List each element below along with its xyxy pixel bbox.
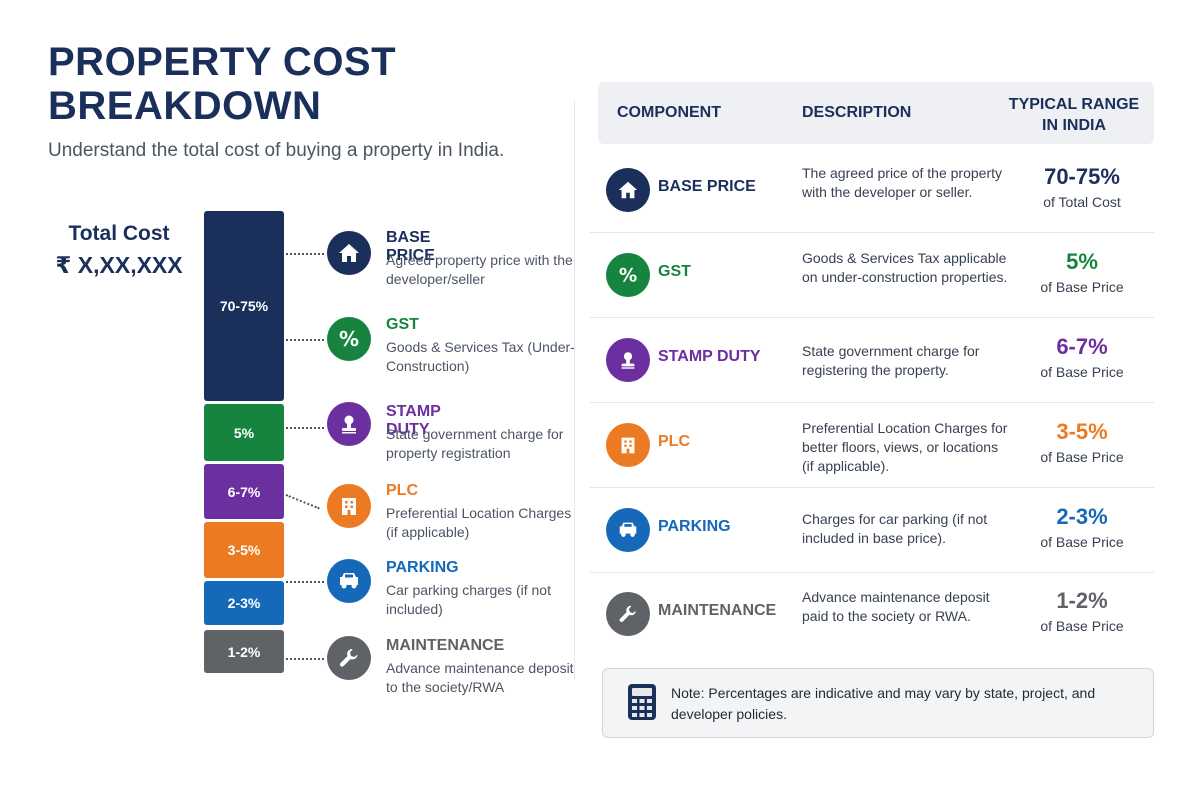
total-cost-label: Total Cost bbox=[68, 222, 170, 245]
car-icon bbox=[340, 573, 358, 589]
building-icon bbox=[621, 437, 635, 454]
legend-title-plc: PLC bbox=[386, 482, 418, 499]
row-range: 6-7% bbox=[1056, 334, 1108, 359]
row-desc: Advance maintenance deposit paid to the … bbox=[802, 589, 990, 624]
stack-segment-maintenance: 1-2% bbox=[204, 630, 284, 673]
legend-icon-parking bbox=[327, 559, 371, 603]
stack-segment-gst: 5% bbox=[204, 404, 284, 461]
legend-icon-stamp-duty bbox=[327, 402, 371, 446]
row-name: GST bbox=[658, 263, 691, 280]
stack-segment-base-price: 70-75% bbox=[204, 211, 284, 401]
row-desc: Goods & Services Tax applicable on under… bbox=[802, 250, 1008, 285]
row-name: BASE PRICE bbox=[658, 178, 756, 195]
legend-desc-maintenance: Advance maintenance deposit to the socie… bbox=[386, 660, 574, 695]
leader-line bbox=[286, 339, 324, 341]
page-subtitle: Understand the total cost of buying a pr… bbox=[48, 140, 505, 161]
row-desc: Preferential Location Charges for better… bbox=[802, 420, 1008, 474]
row-icon-stamp-duty bbox=[606, 338, 650, 382]
stack-segment-plc: 3-5% bbox=[204, 522, 284, 578]
row-desc: The agreed price of the property with th… bbox=[802, 165, 1003, 200]
column-divider bbox=[574, 100, 575, 680]
row-range-basis: of Base Price bbox=[1040, 279, 1124, 295]
legend-desc-base-price: Agreed property price with the developer… bbox=[386, 252, 573, 287]
legend-desc-gst: Goods & Services Tax (Under-Construction… bbox=[386, 339, 575, 374]
row-range-basis: of Base Price bbox=[1040, 618, 1124, 634]
row-range-basis: of Base Price bbox=[1040, 534, 1124, 550]
row-name: STAMP DUTY bbox=[658, 348, 761, 365]
header-component: COMPONENT bbox=[617, 104, 721, 121]
row-icon-parking bbox=[606, 508, 650, 552]
row-range: 70-75% bbox=[1044, 164, 1120, 189]
row-icon-maintenance bbox=[606, 592, 650, 636]
stack-segment-parking: 2-3% bbox=[204, 581, 284, 625]
legend-title-parking: PARKING bbox=[386, 559, 459, 576]
leader-line bbox=[286, 253, 324, 255]
table-row: PARKING Charges for car parking (if not … bbox=[590, 488, 1154, 573]
header-range: TYPICAL RANGE IN INDIA bbox=[1008, 96, 1140, 134]
table-row: BASE PRICE The agreed price of the prope… bbox=[590, 148, 1154, 233]
home-icon bbox=[618, 181, 638, 199]
leader-line bbox=[286, 658, 324, 660]
row-icon-base-price bbox=[606, 168, 650, 212]
row-range-basis: of Base Price bbox=[1040, 449, 1124, 465]
svg-text:%: % bbox=[339, 327, 359, 351]
row-name: PLC bbox=[658, 433, 690, 450]
percent-icon: % bbox=[619, 265, 637, 286]
row-name: MAINTENANCE bbox=[658, 602, 777, 619]
home-icon bbox=[339, 244, 359, 262]
legend-icon-plc bbox=[327, 484, 371, 528]
legend-title-maintenance: MAINTENANCE bbox=[386, 637, 505, 654]
legend-title-stamp-duty: STAMP DUTY bbox=[386, 403, 441, 438]
legend-title-base-price: BASE PRICE bbox=[386, 229, 435, 264]
percent-icon: % bbox=[339, 327, 359, 351]
leader-line bbox=[286, 427, 324, 429]
wrench-icon bbox=[339, 649, 358, 667]
stamp-icon bbox=[342, 415, 356, 434]
legend-desc-parking: Car parking charges (if not included) bbox=[386, 582, 551, 617]
stack-segment-stamp-duty: 6-7% bbox=[204, 464, 284, 519]
table-row: % GST Goods & Services Tax applicable on… bbox=[590, 233, 1154, 318]
table-row: PLC Preferential Location Charges for be… bbox=[590, 403, 1154, 488]
row-name: PARKING bbox=[658, 518, 731, 535]
legend-desc-stamp-duty: State government charge for property reg… bbox=[386, 426, 564, 461]
legend-icon-maintenance bbox=[327, 636, 371, 680]
row-desc: State government charge for registering … bbox=[802, 343, 980, 378]
row-range-basis: of Base Price bbox=[1040, 364, 1124, 380]
row-range: 3-5% bbox=[1056, 419, 1108, 444]
table-header: COMPONENT DESCRIPTION TYPICAL RANGE IN I… bbox=[598, 82, 1154, 144]
leader-line bbox=[286, 581, 324, 583]
page-title: PROPERTY COST BREAKDOWN bbox=[48, 40, 397, 128]
note-box: Note: Percentages are indicative and may… bbox=[602, 668, 1154, 738]
legend-desc-plc: Preferential Location Charges (if applic… bbox=[386, 505, 572, 540]
car-icon bbox=[619, 522, 637, 537]
legend-icon-base-price bbox=[327, 231, 371, 275]
svg-text:%: % bbox=[619, 265, 637, 286]
table-row: STAMP DUTY State government charge for r… bbox=[590, 318, 1154, 403]
stamp-icon bbox=[621, 352, 635, 369]
header-description: DESCRIPTION bbox=[802, 104, 912, 121]
table-row: MAINTENANCE Advance maintenance deposit … bbox=[590, 572, 1154, 656]
row-range: 5% bbox=[1066, 249, 1098, 274]
legend-title-gst: GST bbox=[386, 316, 419, 333]
wrench-icon bbox=[619, 605, 636, 622]
row-range: 2-3% bbox=[1056, 504, 1108, 529]
legend-icon-gst: % bbox=[327, 317, 371, 361]
calculator-icon bbox=[628, 684, 656, 720]
row-desc: Charges for car parking (if not included… bbox=[802, 511, 988, 546]
leader-line bbox=[285, 494, 320, 510]
row-icon-plc bbox=[606, 423, 650, 467]
note-text: Note: Percentages are indicative and may… bbox=[671, 685, 1096, 722]
row-range-basis: of Total Cost bbox=[1043, 194, 1121, 210]
row-icon-gst: % bbox=[606, 253, 650, 297]
building-icon bbox=[342, 498, 356, 515]
total-cost-value: ₹ X,XX,XXX bbox=[55, 252, 183, 278]
row-range: 1-2% bbox=[1056, 588, 1108, 613]
